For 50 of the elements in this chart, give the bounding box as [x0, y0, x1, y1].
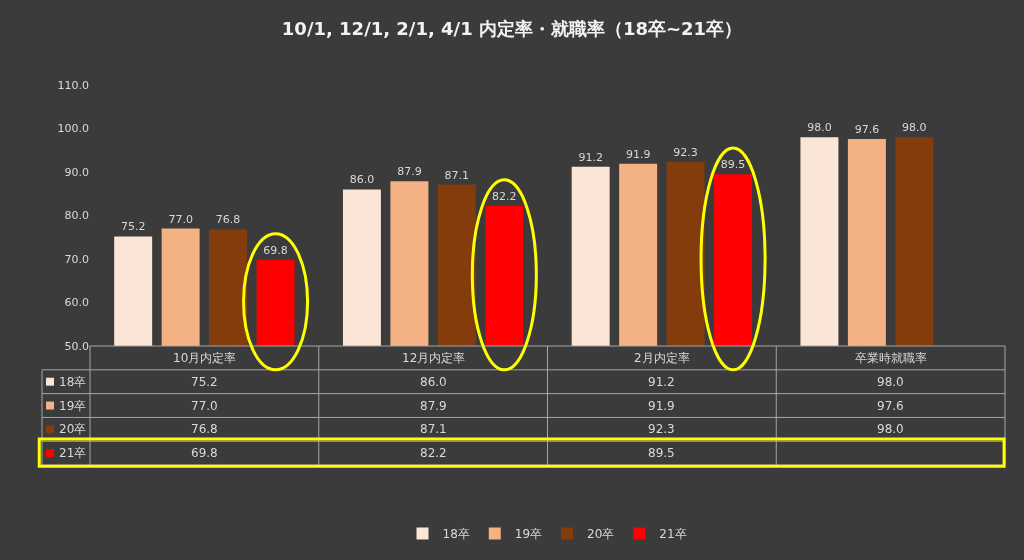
y-tick-label: 50.0 [64, 339, 89, 353]
text: 87.9 [397, 165, 422, 179]
text: 87.1 [444, 168, 470, 182]
text: 76.8 [215, 213, 241, 227]
text: 98.0 [807, 121, 832, 135]
text: 89.5 [720, 158, 746, 172]
y-tick-label: 90.0 [64, 165, 89, 179]
legend-label: 19卒 [514, 527, 543, 542]
data-label: 87.9 [420, 399, 447, 413]
data-label: 89.5 [648, 446, 675, 460]
chart-title: 10/1, 12/1, 2/1, 4/1 内定率・就職率（18卒~21卒） [281, 18, 743, 39]
y-tick-label: 100.0 [57, 122, 89, 136]
text: 92.3 [673, 146, 698, 159]
data-label: 76.8 [191, 422, 218, 436]
y-tick-label: 70.0 [64, 252, 89, 266]
data-label: 87.1 [420, 422, 447, 436]
text: 21卒 [59, 446, 87, 460]
data-label: 98.0 [877, 375, 904, 389]
x-tick-label: 10月内定率 [173, 351, 237, 365]
data-label: 91.9 [648, 399, 675, 413]
data-label: 69.8 [191, 446, 218, 460]
text: 82.2 [492, 189, 517, 203]
legend-label: 21卒 [659, 527, 687, 542]
text: 75.2 [120, 220, 146, 234]
y-tick-label: 60.0 [64, 296, 89, 310]
data-label: 98.0 [877, 422, 904, 436]
data-label: 86.0 [420, 375, 447, 389]
data-label: 97.6 [877, 399, 904, 413]
data-label: 92.3 [648, 422, 675, 436]
text: 97.6 [854, 122, 880, 136]
x-tick-label: 12月内定率 [402, 351, 466, 365]
text: 86.0 [349, 173, 375, 187]
data-label: 75.2 [191, 375, 218, 389]
text: 20卒 [59, 422, 87, 436]
legend-label: 20卒 [587, 527, 615, 542]
text: 91.9 [625, 147, 651, 161]
y-tick-label: 110.0 [57, 78, 89, 92]
text: 98.0 [902, 121, 927, 135]
text: 91.2 [578, 150, 603, 164]
x-tick-label: 卒業時就職率 [855, 351, 927, 365]
data-label: 77.0 [191, 399, 218, 413]
x-tick-label: 2月内定率 [634, 351, 690, 365]
text: 19卒 [59, 399, 87, 413]
data-label: 82.2 [420, 446, 447, 460]
y-tick-label: 80.0 [64, 209, 89, 223]
text: 69.8 [263, 243, 288, 257]
text: 77.0 [168, 212, 193, 226]
text: 18卒 [59, 375, 87, 389]
data-label: 91.2 [648, 375, 675, 389]
legend-label: 18卒 [442, 527, 470, 542]
